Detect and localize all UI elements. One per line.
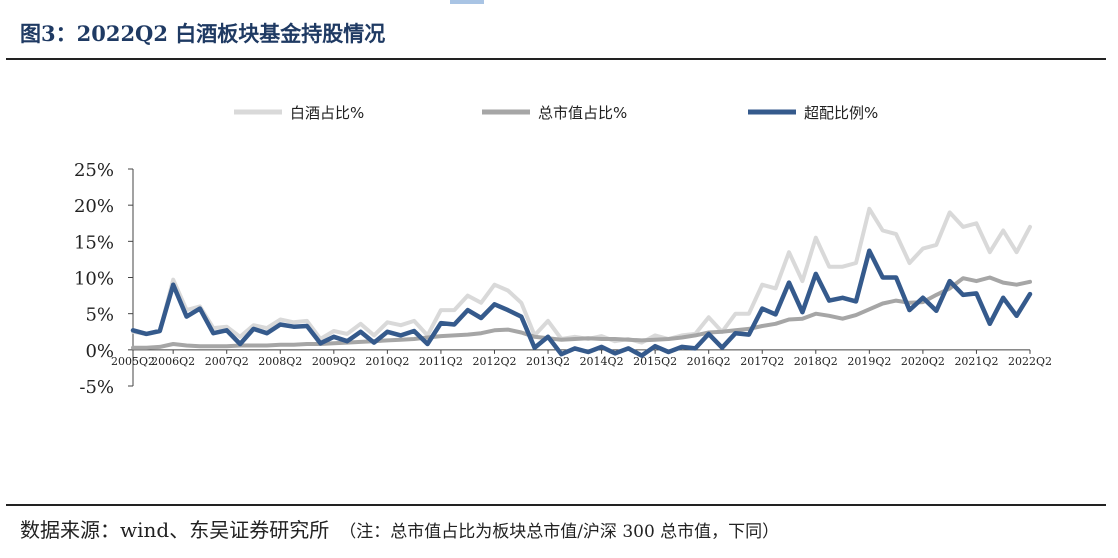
x-tick-label: 2021Q2 (954, 355, 998, 368)
x-tick-label: 2018Q2 (794, 355, 838, 368)
legend: 白酒占比% 总市值占比% 超配比例% (234, 104, 878, 122)
legend-item-market-cap-share: 总市值占比% (482, 104, 627, 122)
line-chart: 白酒占比% 总市值占比% 超配比例% 25% 20% 15% 10% 5% 0% -5% 2… (74, 104, 1052, 398)
legend-item-liquor-share: 白酒占比% (234, 104, 364, 122)
y-axis: 25% 20% 15% 10% 5% 0% -5% (74, 160, 134, 398)
x-tick-label: 2020Q2 (901, 355, 945, 368)
series-line-market-cap-share (131, 275, 1032, 350)
footer: 数据来源：wind、东吴证券研究所 （注：总市值占比为板块总市值/沪深 300 总… (20, 514, 779, 543)
x-tick-label: 2011Q2 (419, 355, 463, 368)
x-tick-label: 2016Q2 (687, 355, 731, 368)
y-tick-label: 20% (74, 196, 114, 217)
x-tick-label: 2012Q2 (472, 355, 516, 368)
x-tick-label: 2013Q2 (526, 355, 570, 368)
legend-label-market-cap-share: 总市值占比% (538, 104, 627, 122)
top-accent-bar (450, 0, 484, 4)
series-layer (130, 206, 1033, 358)
footer-divider (6, 504, 1106, 506)
x-tick-label: 2007Q2 (205, 355, 249, 368)
figure-title: 图3：2022Q2 白酒板块基金持股情况 (20, 21, 386, 46)
data-source: 数据来源：wind、东吴证券研究所 (20, 518, 330, 542)
legend-item-overweight-ratio: 超配比例% (748, 104, 878, 122)
x-tick-label: 2014Q2 (580, 355, 624, 368)
title-divider (6, 58, 1106, 60)
y-tick-label: 15% (74, 232, 114, 253)
x-tick-label: 2010Q2 (365, 355, 409, 368)
footnote: （注：总市值占比为板块总市值/沪深 300 总市值，下同） (339, 522, 780, 542)
y-tick-label: 25% (74, 160, 114, 181)
y-tick-label: -5% (79, 377, 114, 398)
y-tick-label: 10% (74, 269, 114, 290)
x-tick-label: 2005Q2 (111, 355, 155, 368)
x-tick-label: 2019Q2 (847, 355, 891, 368)
y-tick-label: 5% (85, 305, 114, 326)
y-tick-label: 0% (85, 341, 114, 362)
x-tick-label: 2009Q2 (312, 355, 356, 368)
x-tick-label: 2022Q2 (1008, 355, 1052, 368)
series-line-overweight-ratio (130, 248, 1033, 358)
legend-label-liquor-share: 白酒占比% (290, 104, 364, 122)
x-tick-label: 2015Q2 (633, 355, 677, 368)
x-tick-label: 2008Q2 (258, 355, 302, 368)
x-tick-label: 2017Q2 (740, 355, 784, 368)
legend-label-overweight-ratio: 超配比例% (804, 104, 878, 122)
x-tick-label: 2006Q2 (151, 355, 195, 368)
